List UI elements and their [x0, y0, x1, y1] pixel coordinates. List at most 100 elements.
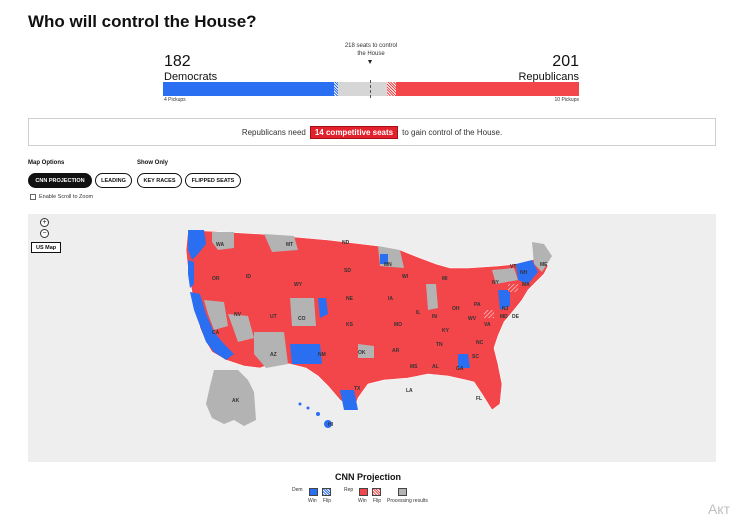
- processing-region-il[interactable]: [426, 284, 438, 310]
- state-label-ak: AK: [232, 398, 240, 404]
- state-label-ms: MS: [410, 364, 418, 370]
- state-label-ny: NY: [492, 280, 500, 286]
- state-label-ia: IA: [388, 296, 393, 302]
- legend-title: CNN Projection: [334, 472, 401, 482]
- dem-region-co[interactable]: [318, 298, 328, 318]
- zoom-in-button[interactable]: +: [40, 218, 49, 227]
- legend-rep-label: Rep: [344, 487, 354, 493]
- state-label-me: ME: [540, 262, 548, 268]
- map-legend: Dem Win Flip Rep Win Flip Processing res…: [292, 487, 452, 507]
- dem-win-segment: [163, 82, 334, 96]
- legend-dem-label: Dem: [292, 487, 303, 493]
- contiguous-us-shape[interactable]: [185, 229, 549, 411]
- show-only-label: Show Only: [137, 160, 169, 166]
- dem-region-or-coast[interactable]: [188, 260, 194, 288]
- state-label-ca: CA: [212, 330, 220, 336]
- state-label-mo: MO: [394, 322, 402, 328]
- legend-processing-swatch: [398, 488, 407, 496]
- state-label-co: CO: [298, 316, 306, 322]
- page-title: Who will control the House?: [28, 12, 257, 31]
- hawaii-shape[interactable]: [298, 402, 333, 429]
- legend-rep-flip-swatch: [372, 488, 381, 496]
- processing-region-ut[interactable]: [290, 298, 316, 326]
- state-label-hi: HI: [328, 422, 334, 428]
- threshold-arrow-icon: [368, 60, 372, 64]
- dem-region-nm[interactable]: [290, 344, 322, 364]
- state-label-nd: ND: [342, 240, 350, 246]
- house-map-panel[interactable]: WA MT ND MN VT ME OR ID SD WI MI NH NY MA WY IA NE PA NV UT…: [28, 214, 716, 462]
- rep-win-segment: [396, 82, 579, 96]
- state-label-la: LA: [406, 388, 413, 394]
- state-label-ky: KY: [442, 328, 450, 334]
- dem-region-wa[interactable]: [188, 230, 206, 260]
- seat-balance-bar: [163, 82, 579, 96]
- us-house-map[interactable]: WA MT ND MN VT ME OR ID SD WI MI NH NY MA WY IA NE PA NV UT…: [28, 214, 716, 462]
- majority-line: [370, 80, 371, 98]
- zoom-out-button[interactable]: −: [40, 229, 49, 238]
- state-label-tn: TN: [436, 342, 443, 348]
- key-races-button[interactable]: KEY RACES: [137, 173, 182, 188]
- state-label-sd: SD: [344, 268, 351, 274]
- dem-region-northeast[interactable]: [516, 260, 538, 284]
- legend-rep-flip: Flip: [373, 498, 382, 504]
- dem-party-label: Democrats: [164, 71, 218, 83]
- competitive-seats-badge: 14 competitive seats: [309, 125, 399, 139]
- legend-dem-flip-swatch: [322, 488, 331, 496]
- state-label-nc: NC: [476, 340, 484, 346]
- rep-flip-region-va[interactable]: [484, 310, 494, 318]
- state-label-wa: WA: [216, 242, 224, 248]
- processing-region-nv[interactable]: [228, 314, 254, 342]
- state-label-il: IL: [416, 310, 420, 316]
- legend-dem-win-swatch: [309, 488, 318, 496]
- dem-pickups: 4 Pickups: [164, 97, 186, 103]
- rep-seat-count: 201: [552, 53, 579, 70]
- processing-region-az[interactable]: [254, 332, 288, 368]
- rep-party-label: Republicans: [518, 71, 579, 83]
- dem-region-tx[interactable]: [340, 390, 358, 410]
- state-label-al: AL: [432, 364, 439, 370]
- alaska-shape[interactable]: [206, 370, 256, 426]
- rep-pickups: 10 Pickups: [554, 97, 579, 103]
- processing-region-mt[interactable]: [264, 234, 298, 252]
- processing-region-ca-central[interactable]: [204, 300, 228, 330]
- legend-rep-win-swatch: [359, 488, 368, 496]
- processing-region-ny[interactable]: [492, 268, 518, 284]
- state-label-vt: VT: [510, 264, 516, 270]
- rep-flip-region-ny[interactable]: [508, 284, 518, 292]
- state-label-ne: NE: [346, 296, 354, 302]
- state-label-mt: MT: [286, 242, 293, 248]
- state-label-ar: AR: [392, 348, 400, 354]
- state-label-or: OR: [212, 276, 220, 282]
- scroll-zoom-checkbox[interactable]: [30, 194, 36, 200]
- us-map-button[interactable]: US Map: [31, 242, 62, 253]
- dem-region-mn[interactable]: [380, 254, 388, 264]
- dem-region-mid-atlantic[interactable]: [498, 290, 510, 310]
- state-label-id: ID: [246, 274, 251, 280]
- processing-region-me[interactable]: [532, 242, 552, 272]
- scroll-zoom-label: Enable Scroll to Zoom: [39, 194, 94, 200]
- legend-rep-win: Win: [358, 498, 367, 504]
- state-label-wy: WY: [294, 282, 303, 288]
- state-label-nj: NJ: [502, 306, 509, 312]
- seat-tally: 182 Democrats 201 Republicans 218 seats …: [163, 42, 579, 104]
- dem-region-ca[interactable]: [190, 292, 234, 360]
- state-label-tx: TX: [354, 386, 361, 392]
- state-label-ut: UT: [270, 314, 277, 320]
- rep-flip-segment: [387, 82, 396, 96]
- processing-region-wa-east[interactable]: [212, 232, 234, 250]
- cnn-projection-button[interactable]: CNN PROJECTION: [28, 173, 92, 188]
- scroll-zoom-option[interactable]: Enable Scroll to Zoom: [30, 194, 93, 200]
- flipped-seats-button[interactable]: FLIPPED SEATS: [185, 173, 241, 188]
- dem-region-ga[interactable]: [458, 354, 470, 368]
- state-label-az: AZ: [270, 352, 277, 358]
- state-label-md: MD: [500, 314, 508, 320]
- state-label-ga: GA: [456, 366, 464, 372]
- state-label-ma: MA: [522, 282, 530, 288]
- majority-threshold-label: 218 seats to control the House: [344, 43, 398, 57]
- state-label-fl: FL: [476, 396, 482, 402]
- processing-region-ok[interactable]: [358, 344, 374, 358]
- state-label-va: VA: [484, 322, 491, 328]
- leading-button[interactable]: LEADING: [95, 173, 132, 188]
- state-label-mi: MI: [442, 276, 448, 282]
- state-label-mn: MN: [384, 262, 392, 268]
